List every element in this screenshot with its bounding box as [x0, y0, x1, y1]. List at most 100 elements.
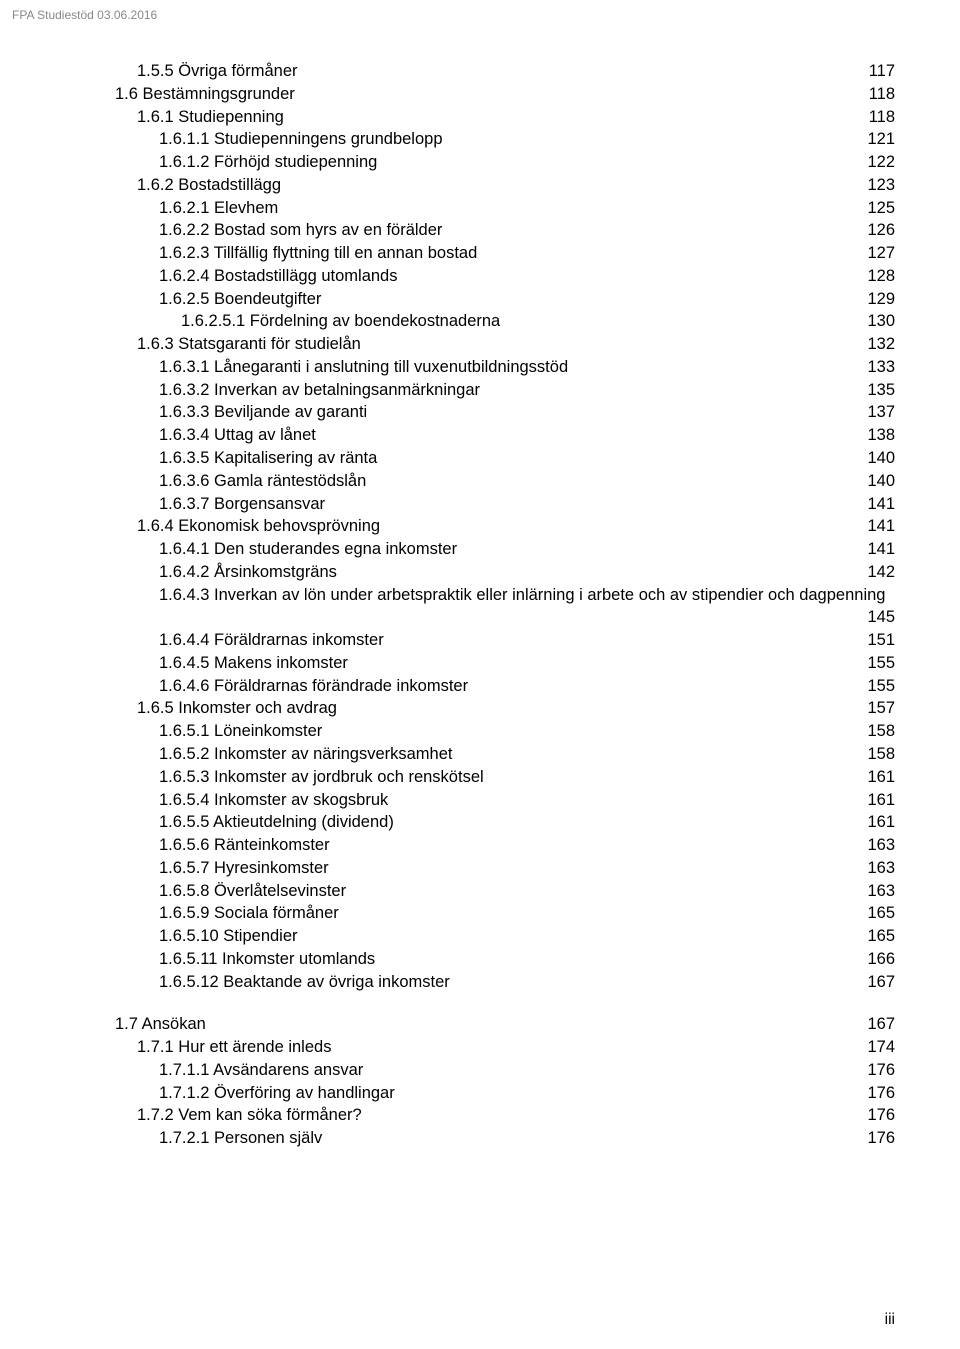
- toc-entry-page: 158: [861, 743, 895, 766]
- toc-entry-label: 1.6.2.1 Elevhem: [159, 197, 278, 220]
- toc-entry: 1.7 Ansökan 167: [75, 1013, 895, 1036]
- toc-entry-page: 163: [861, 834, 895, 857]
- toc-entry: 1.6.3.6 Gamla räntestödslån 140: [75, 470, 895, 493]
- toc-entry-label: 1.6.2.4 Bostadstillägg utomlands: [159, 265, 398, 288]
- toc-entry-label: 1.7.2 Vem kan söka förmåner?: [137, 1104, 362, 1127]
- toc-entry-page: 141: [861, 538, 895, 561]
- toc-entry-label: 1.6.3.6 Gamla räntestödslån: [159, 470, 366, 493]
- toc-entry-page: 138: [861, 424, 895, 447]
- toc-entry-page: 126: [861, 219, 895, 242]
- toc-entry: 1.6.5.7 Hyresinkomster163: [75, 857, 895, 880]
- toc-entry-page: 118: [863, 106, 895, 129]
- toc-entry: 1.7.2 Vem kan söka förmåner? 176: [75, 1104, 895, 1127]
- toc-entry-label: 1.6.5.2 Inkomster av näringsverksamhet: [159, 743, 452, 766]
- toc-entry-label: 1.6.5.10 Stipendier: [159, 925, 298, 948]
- toc-entry-label: 1.6.4.1 Den studerandes egna inkomster: [159, 538, 457, 561]
- toc-entry-label: 1.6.5.11 Inkomster utomlands: [159, 948, 375, 971]
- toc-entry-label: 1.6.4 Ekonomisk behovsprövning: [137, 515, 380, 538]
- toc-entry: 1.6.3.4 Uttag av lånet138: [75, 424, 895, 447]
- toc-entry-label: 1.6.1 Studiepenning: [137, 106, 284, 129]
- toc-entry-label: 1.6.1.1 Studiepenningens grundbelopp: [159, 128, 443, 151]
- toc-entry: 1.6.2.5 Boendeutgifter 129: [75, 288, 895, 311]
- toc-entry: 1.6.4.1 Den studerandes egna inkomster 14…: [75, 538, 895, 561]
- toc-entry-label: 1.7.1.2 Överföring av handlingar: [159, 1082, 395, 1105]
- toc-entry: 1.6.1.1 Studiepenningens grundbelopp 121: [75, 128, 895, 151]
- toc-entry: 1.6.5.6 Ränteinkomster 163: [75, 834, 895, 857]
- toc-entry-page: 176: [861, 1104, 895, 1127]
- toc-entry-label: 1.7.2.1 Personen själv: [159, 1127, 322, 1150]
- toc-entry-label: 1.6.3.1 Lånegaranti i anslutning till vu…: [159, 356, 568, 379]
- toc-entry-page: 117: [863, 60, 895, 83]
- toc-entry: 1.6.1 Studiepenning 118: [75, 106, 895, 129]
- toc-entry-page: 132: [861, 333, 895, 356]
- toc-entry: 1.6.2.3 Tillfällig flyttning till en ann…: [75, 242, 895, 265]
- toc-entry-label: 1.6.4.2 Årsinkomstgräns: [159, 561, 337, 584]
- toc-entry-page: 166: [861, 948, 895, 971]
- toc-entry-label: 1.6.4.3 Inverkan av lön under arbetsprak…: [159, 584, 895, 607]
- toc-entry-label: 1.6.5.5 Aktieutdelning (dividend): [159, 811, 394, 834]
- toc-entry-page: 151: [861, 629, 895, 652]
- toc-entry: 1.7.1.1 Avsändarens ansvar 176: [75, 1059, 895, 1082]
- toc-entry-label: 1.6.2 Bostadstillägg: [137, 174, 281, 197]
- toc-entry: 1.6.5.10 Stipendier165: [75, 925, 895, 948]
- toc-entry-label: 1.6.5 Inkomster och avdrag: [137, 697, 337, 720]
- toc-entry-page: 167: [861, 1013, 895, 1036]
- toc-entry-page: 157: [861, 697, 895, 720]
- toc-entry-label: 1.6.2.5 Boendeutgifter: [159, 288, 321, 311]
- toc-entry-page: 174: [861, 1036, 895, 1059]
- toc-entry: 1.6.5.3 Inkomster av jordbruk och renskö…: [75, 766, 895, 789]
- toc-entry: 1.6.5.12 Beaktande av övriga inkomster 16…: [75, 971, 895, 994]
- toc-entry-label: 1.6 Bestämningsgrunder: [115, 83, 295, 106]
- toc-entry-page: 141: [861, 493, 895, 516]
- toc-entry-label: 1.7 Ansökan: [115, 1013, 206, 1036]
- toc-entry-label: 1.6.5.6 Ränteinkomster: [159, 834, 330, 857]
- page-number: iii: [885, 1311, 895, 1329]
- toc-entry-page: 176: [861, 1059, 895, 1082]
- toc-entry-page: 176: [861, 1082, 895, 1105]
- toc-entry: 1.6.5.2 Inkomster av näringsverksamhet 15…: [75, 743, 895, 766]
- toc-entry: 1.6.4 Ekonomisk behovsprövning 141: [75, 515, 895, 538]
- toc-entry-label: 1.7.1 Hur ett ärende inleds: [137, 1036, 331, 1059]
- toc-entry-page: 141: [861, 515, 895, 538]
- toc-entry: 1.5.5 Övriga förmåner117: [75, 60, 895, 83]
- toc-entry-label: 1.6.5.12 Beaktande av övriga inkomster: [159, 971, 450, 994]
- toc-entry-label: 1.6.3.2 Inverkan av betalningsanmärkning…: [159, 379, 480, 402]
- toc-entry: 1.6.1.2 Förhöjd studiepenning122: [75, 151, 895, 174]
- toc-entry: 1.7.1.2 Överföring av handlingar 176: [75, 1082, 895, 1105]
- toc-entry-page: 128: [861, 265, 895, 288]
- toc-entry-page: 121: [861, 128, 895, 151]
- toc-entry-label: 1.6.4.6 Föräldrarnas förändrade inkomste…: [159, 675, 468, 698]
- toc-entry-label: 1.7.1.1 Avsändarens ansvar: [159, 1059, 363, 1082]
- toc-entry-page: 122: [861, 151, 895, 174]
- toc-entry-page: 176: [861, 1127, 895, 1150]
- toc-entry-page: 133: [861, 356, 895, 379]
- toc-entry-page: 161: [861, 789, 895, 812]
- toc-entry-label: 1.6.5.1 Löneinkomster: [159, 720, 322, 743]
- toc-entry: 1.7.1 Hur ett ärende inleds 174: [75, 1036, 895, 1059]
- toc-entry-label: 1.6.2.3 Tillfällig flyttning till en ann…: [159, 242, 477, 265]
- toc-entry-page: 135: [861, 379, 895, 402]
- toc-entry: 1.6.4.6 Föräldrarnas förändrade inkomste…: [75, 675, 895, 698]
- toc-entry-label: 1.6.5.3 Inkomster av jordbruk och renskö…: [159, 766, 484, 789]
- toc-entry: 1.6.2.1 Elevhem 125: [75, 197, 895, 220]
- toc-entry-page: 125: [861, 197, 895, 220]
- toc-entry: 1.6.4.4 Föräldrarnas inkomster 151: [75, 629, 895, 652]
- toc-entry-page: 129: [861, 288, 895, 311]
- toc-entry-page: 161: [861, 766, 895, 789]
- toc-entry: 1.6.3.7 Borgensansvar141: [75, 493, 895, 516]
- toc-entry-page: 167: [861, 971, 895, 994]
- toc-entry: 1.6.5.8 Överlåtelsevinster163: [75, 880, 895, 903]
- toc-entry-label: 1.6.3.3 Beviljande av garanti: [159, 401, 367, 424]
- toc-container: 1.5.5 Övriga förmåner1171.6 Bestämningsg…: [75, 60, 895, 1150]
- toc-entry-page: 137: [861, 401, 895, 424]
- document-header: FPA Studiestöd 03.06.2016: [12, 8, 157, 22]
- toc-entry-page: 140: [861, 470, 895, 493]
- toc-entry-label: 1.6.4.5 Makens inkomster: [159, 652, 348, 675]
- toc-entry-page: 130: [861, 310, 895, 333]
- toc-entry-label: 1.6.4.4 Föräldrarnas inkomster: [159, 629, 384, 652]
- toc-entry: 1.6.5.9 Sociala förmåner165: [75, 902, 895, 925]
- toc-entry: 1.6.5 Inkomster och avdrag 157: [75, 697, 895, 720]
- toc-entry-label: 1.6.2.2 Bostad som hyrs av en förälder: [159, 219, 442, 242]
- toc-entry: 1.6.3.2 Inverkan av betalningsanmärkning…: [75, 379, 895, 402]
- toc-entry-label: 1.6.5.9 Sociala förmåner: [159, 902, 339, 925]
